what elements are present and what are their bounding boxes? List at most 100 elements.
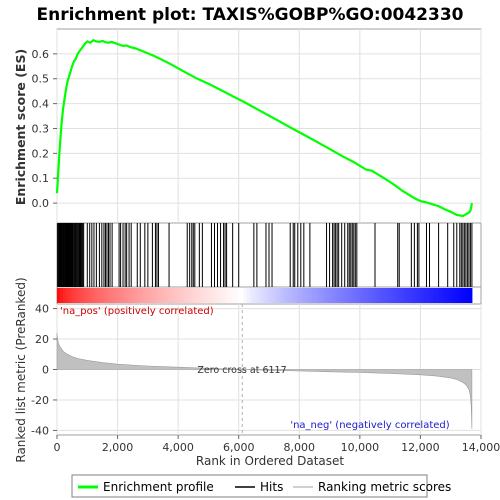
heatbar-cell: [193, 288, 196, 303]
heatbar-cell: [303, 288, 306, 303]
metric-y-tick-label: 20: [35, 333, 49, 346]
heatbar-cell: [463, 288, 466, 303]
heatbar-cell: [226, 288, 229, 303]
metric-y-tick-label: 40: [35, 303, 49, 316]
heatbar-cell: [368, 288, 371, 303]
heatbar-cell: [72, 288, 75, 303]
es-y-tick-label: 0.6: [32, 48, 50, 61]
heatbar-cell: [424, 288, 427, 303]
heatbar-cell: [247, 288, 250, 303]
heatbar-cell: [356, 288, 359, 303]
heatbar-cell: [256, 288, 259, 303]
heatbar-cell: [427, 288, 430, 303]
heatbar-cell: [330, 288, 333, 303]
heatbar-cell: [377, 288, 380, 303]
heatbar-cell: [306, 288, 309, 303]
heatbar-cell: [211, 288, 214, 303]
heatbar-cell: [324, 288, 327, 303]
metric-y-tick-label: -20: [31, 394, 49, 407]
pos-annotation: 'na_pos' (positively correlated): [60, 306, 214, 317]
heatbar-cell: [267, 288, 270, 303]
heatbar-cell: [253, 288, 256, 303]
heatbar-cell: [279, 288, 282, 303]
heatbar-cell: [318, 288, 321, 303]
x-tick-label: 2,000: [102, 441, 134, 454]
legend-metric-label: Ranking metric scores: [318, 480, 451, 494]
es-y-tick-label: 0.3: [32, 122, 50, 135]
metric-y-tick-label: -40: [31, 424, 49, 437]
es-y-tick-label: 0.1: [32, 172, 50, 185]
heatbar-cell: [389, 288, 392, 303]
heatbar-cell: [294, 288, 297, 303]
heatbar-cell: [179, 288, 182, 303]
heatbar-cell: [149, 288, 152, 303]
heatbar-cell: [442, 288, 445, 303]
heatbar-cell: [63, 288, 66, 303]
heatbar-cell: [386, 288, 389, 303]
heatbar-cell: [413, 288, 416, 303]
heatbar-cell: [122, 288, 125, 303]
heatbar-cell: [433, 288, 436, 303]
heatbar-cell: [66, 288, 69, 303]
heatbar-cell: [321, 288, 324, 303]
heatbar-cell: [75, 288, 78, 303]
metric-y-axis-title: Ranked list metric (PreRanked): [14, 277, 28, 462]
rank-heatmap-bar: [57, 288, 472, 303]
heatbar-cell: [359, 288, 362, 303]
heatbar-cell: [430, 288, 433, 303]
heatbar-cell: [78, 288, 81, 303]
heatbar-cell: [469, 288, 472, 303]
heatbar-cell: [167, 288, 170, 303]
heatbar-cell: [261, 288, 264, 303]
heatbar-cell: [315, 288, 318, 303]
heatbar-cell: [104, 288, 107, 303]
es-y-tick-label: 0.2: [32, 147, 50, 160]
heatbar-cell: [170, 288, 173, 303]
heatbar-cell: [84, 288, 87, 303]
heatbar-cell: [395, 288, 398, 303]
heatbar-cell: [152, 288, 155, 303]
heatbar-cell: [176, 288, 179, 303]
heatbar-cell: [214, 288, 217, 303]
heatbar-cell: [205, 288, 208, 303]
heatbar-cell: [339, 288, 342, 303]
neg-annotation: 'na_neg' (negatively correlated): [290, 420, 449, 431]
heatbar-cell: [60, 288, 63, 303]
heatbar-cell: [445, 288, 448, 303]
es-y-tick-label: 0.0: [32, 197, 50, 210]
heatbar-cell: [460, 288, 463, 303]
heatbar-cell: [439, 288, 442, 303]
x-tick-label: 6,000: [223, 441, 255, 454]
heatbar-cell: [398, 288, 401, 303]
heatbar-cell: [131, 288, 134, 303]
chart-title: Enrichment plot: TAXIS%GOBP%GO:0042330: [36, 5, 463, 25]
heatbar-cell: [297, 288, 300, 303]
heatbar-cell: [96, 288, 99, 303]
heatbar-cell: [362, 288, 365, 303]
heatbar-cell: [202, 288, 205, 303]
heatbar-cell: [113, 288, 116, 303]
heatbar-cell: [107, 288, 110, 303]
heatbar-cell: [401, 288, 404, 303]
heatbar-cell: [69, 288, 72, 303]
heatbar-cell: [128, 288, 131, 303]
heatbar-cell: [365, 288, 368, 303]
heatbar-cell: [282, 288, 285, 303]
heatbar-cell: [448, 288, 451, 303]
heatbar-cell: [466, 288, 469, 303]
heatbar-cell: [333, 288, 336, 303]
legend-enrichment-label: Enrichment profile: [103, 480, 214, 494]
x-tick-label: 10,000: [341, 441, 380, 454]
heatbar-cell: [436, 288, 439, 303]
x-tick-label: 4,000: [162, 441, 194, 454]
heatbar-cell: [235, 288, 238, 303]
heatbar-cell: [300, 288, 303, 303]
heatbar-cell: [134, 288, 137, 303]
heatbar-cell: [146, 288, 149, 303]
es-panel-frame: [57, 29, 481, 223]
heatbar-cell: [229, 288, 232, 303]
heatbar-cell: [344, 288, 347, 303]
heatbar-cell: [164, 288, 167, 303]
heatbar-cell: [238, 288, 241, 303]
